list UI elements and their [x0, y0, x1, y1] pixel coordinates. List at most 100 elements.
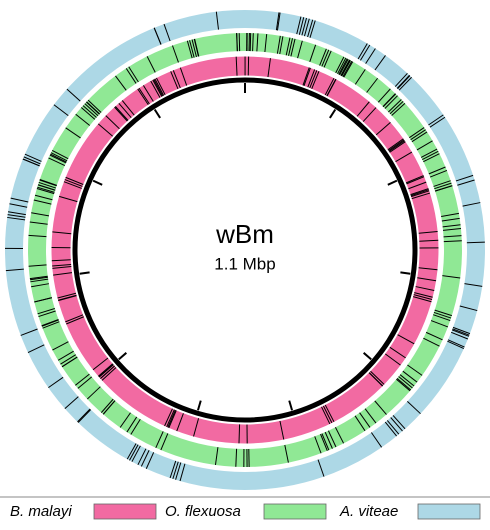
hit-mark [374, 400, 387, 415]
hit-mark [452, 326, 471, 335]
hit-mark [396, 377, 412, 391]
hit-mark [303, 18, 310, 37]
hit-mark [455, 174, 474, 182]
hit-mark [396, 378, 411, 392]
hit-mark [153, 27, 162, 45]
hit-mark [163, 23, 171, 42]
hit-mark [64, 179, 83, 187]
hit-mark [311, 71, 320, 89]
hit-mark [416, 140, 433, 151]
hit-marks [5, 11, 485, 482]
legend-label: A. viteae [339, 503, 398, 520]
hit-mark [457, 179, 475, 186]
hit-mark [374, 55, 386, 71]
hit-mark [357, 43, 368, 60]
legend-label: O. flexuosa [165, 503, 241, 520]
hit-mark [235, 56, 238, 76]
hit-mark [433, 180, 451, 187]
scale-tick [79, 271, 90, 275]
hit-mark [60, 354, 77, 365]
hit-mark [37, 186, 55, 193]
hit-mark [100, 398, 114, 413]
hit-mark [319, 48, 327, 66]
hit-mark [340, 59, 350, 76]
hit-mark [464, 283, 483, 287]
hit-mark [179, 67, 188, 86]
hit-mark [238, 424, 241, 444]
hit-mark [429, 169, 448, 178]
hit-mark [82, 105, 97, 118]
hit-mark [430, 320, 449, 328]
hit-mark [61, 356, 78, 368]
hit-mark [138, 87, 150, 105]
hit-mark [324, 404, 335, 423]
hit-mark [51, 259, 71, 262]
hit-mark [334, 427, 345, 444]
hit-mark [407, 401, 421, 415]
hit-mark [137, 448, 147, 466]
hit-mark [370, 370, 385, 385]
hit-mark [65, 176, 84, 185]
hit-mark [167, 409, 176, 428]
hit-mark [126, 416, 138, 433]
hit-mark [171, 45, 179, 63]
hit-mark [50, 153, 67, 163]
hit-mark [285, 37, 291, 56]
hit-mark [341, 60, 351, 77]
scale-tick [387, 179, 398, 186]
hit-mark [214, 447, 219, 466]
scale-ticks [79, 83, 411, 411]
hit-mark [28, 234, 47, 238]
hit-mark [57, 350, 74, 361]
hit-mark [119, 412, 131, 428]
scale-tick [118, 352, 128, 361]
hit-mark [394, 72, 408, 87]
hit-mark [388, 99, 402, 113]
hit-mark [37, 308, 55, 315]
hit-mark [405, 175, 424, 184]
hit-mark [101, 367, 117, 381]
hit-mark [145, 452, 155, 469]
hit-mark [433, 311, 452, 319]
hit-mark [153, 79, 164, 97]
hit-mark [39, 178, 57, 186]
hit-mark [429, 116, 446, 128]
hit-mark [284, 444, 289, 463]
hit-mark [423, 337, 440, 347]
hit-mark [28, 264, 47, 267]
hit-mark [154, 78, 165, 96]
hit-mark [193, 418, 200, 437]
hit-mark [105, 115, 120, 130]
hit-mark [126, 443, 137, 460]
hit-mark [365, 48, 376, 64]
ring-b-malayi [51, 56, 439, 444]
hit-mark [413, 294, 433, 300]
legend-label: B. malayi [10, 503, 72, 520]
genome-circle [72, 77, 418, 423]
hit-mark [189, 40, 195, 58]
hit-mark [324, 77, 335, 96]
hit-mark [52, 231, 72, 235]
hit-mark [279, 420, 285, 440]
hit-mark [389, 141, 406, 153]
hit-mark [235, 448, 238, 467]
hit-mark [354, 415, 366, 432]
hit-mark [442, 224, 461, 228]
hit-mark [442, 228, 461, 231]
hit-mark [442, 275, 461, 279]
hit-mark [114, 106, 128, 122]
hit-mark [77, 409, 92, 423]
hit-mark [398, 76, 412, 91]
hit-mark [343, 61, 354, 78]
hit-mark [395, 151, 413, 163]
hit-mark [125, 68, 137, 84]
hit-mark [418, 230, 438, 234]
hit-mark [33, 199, 52, 205]
hit-mark [66, 88, 81, 102]
hit-mark [309, 20, 316, 38]
hit-mark [296, 16, 302, 35]
genome-size: 1.1 Mbp [214, 254, 275, 273]
hit-mark [409, 127, 425, 139]
